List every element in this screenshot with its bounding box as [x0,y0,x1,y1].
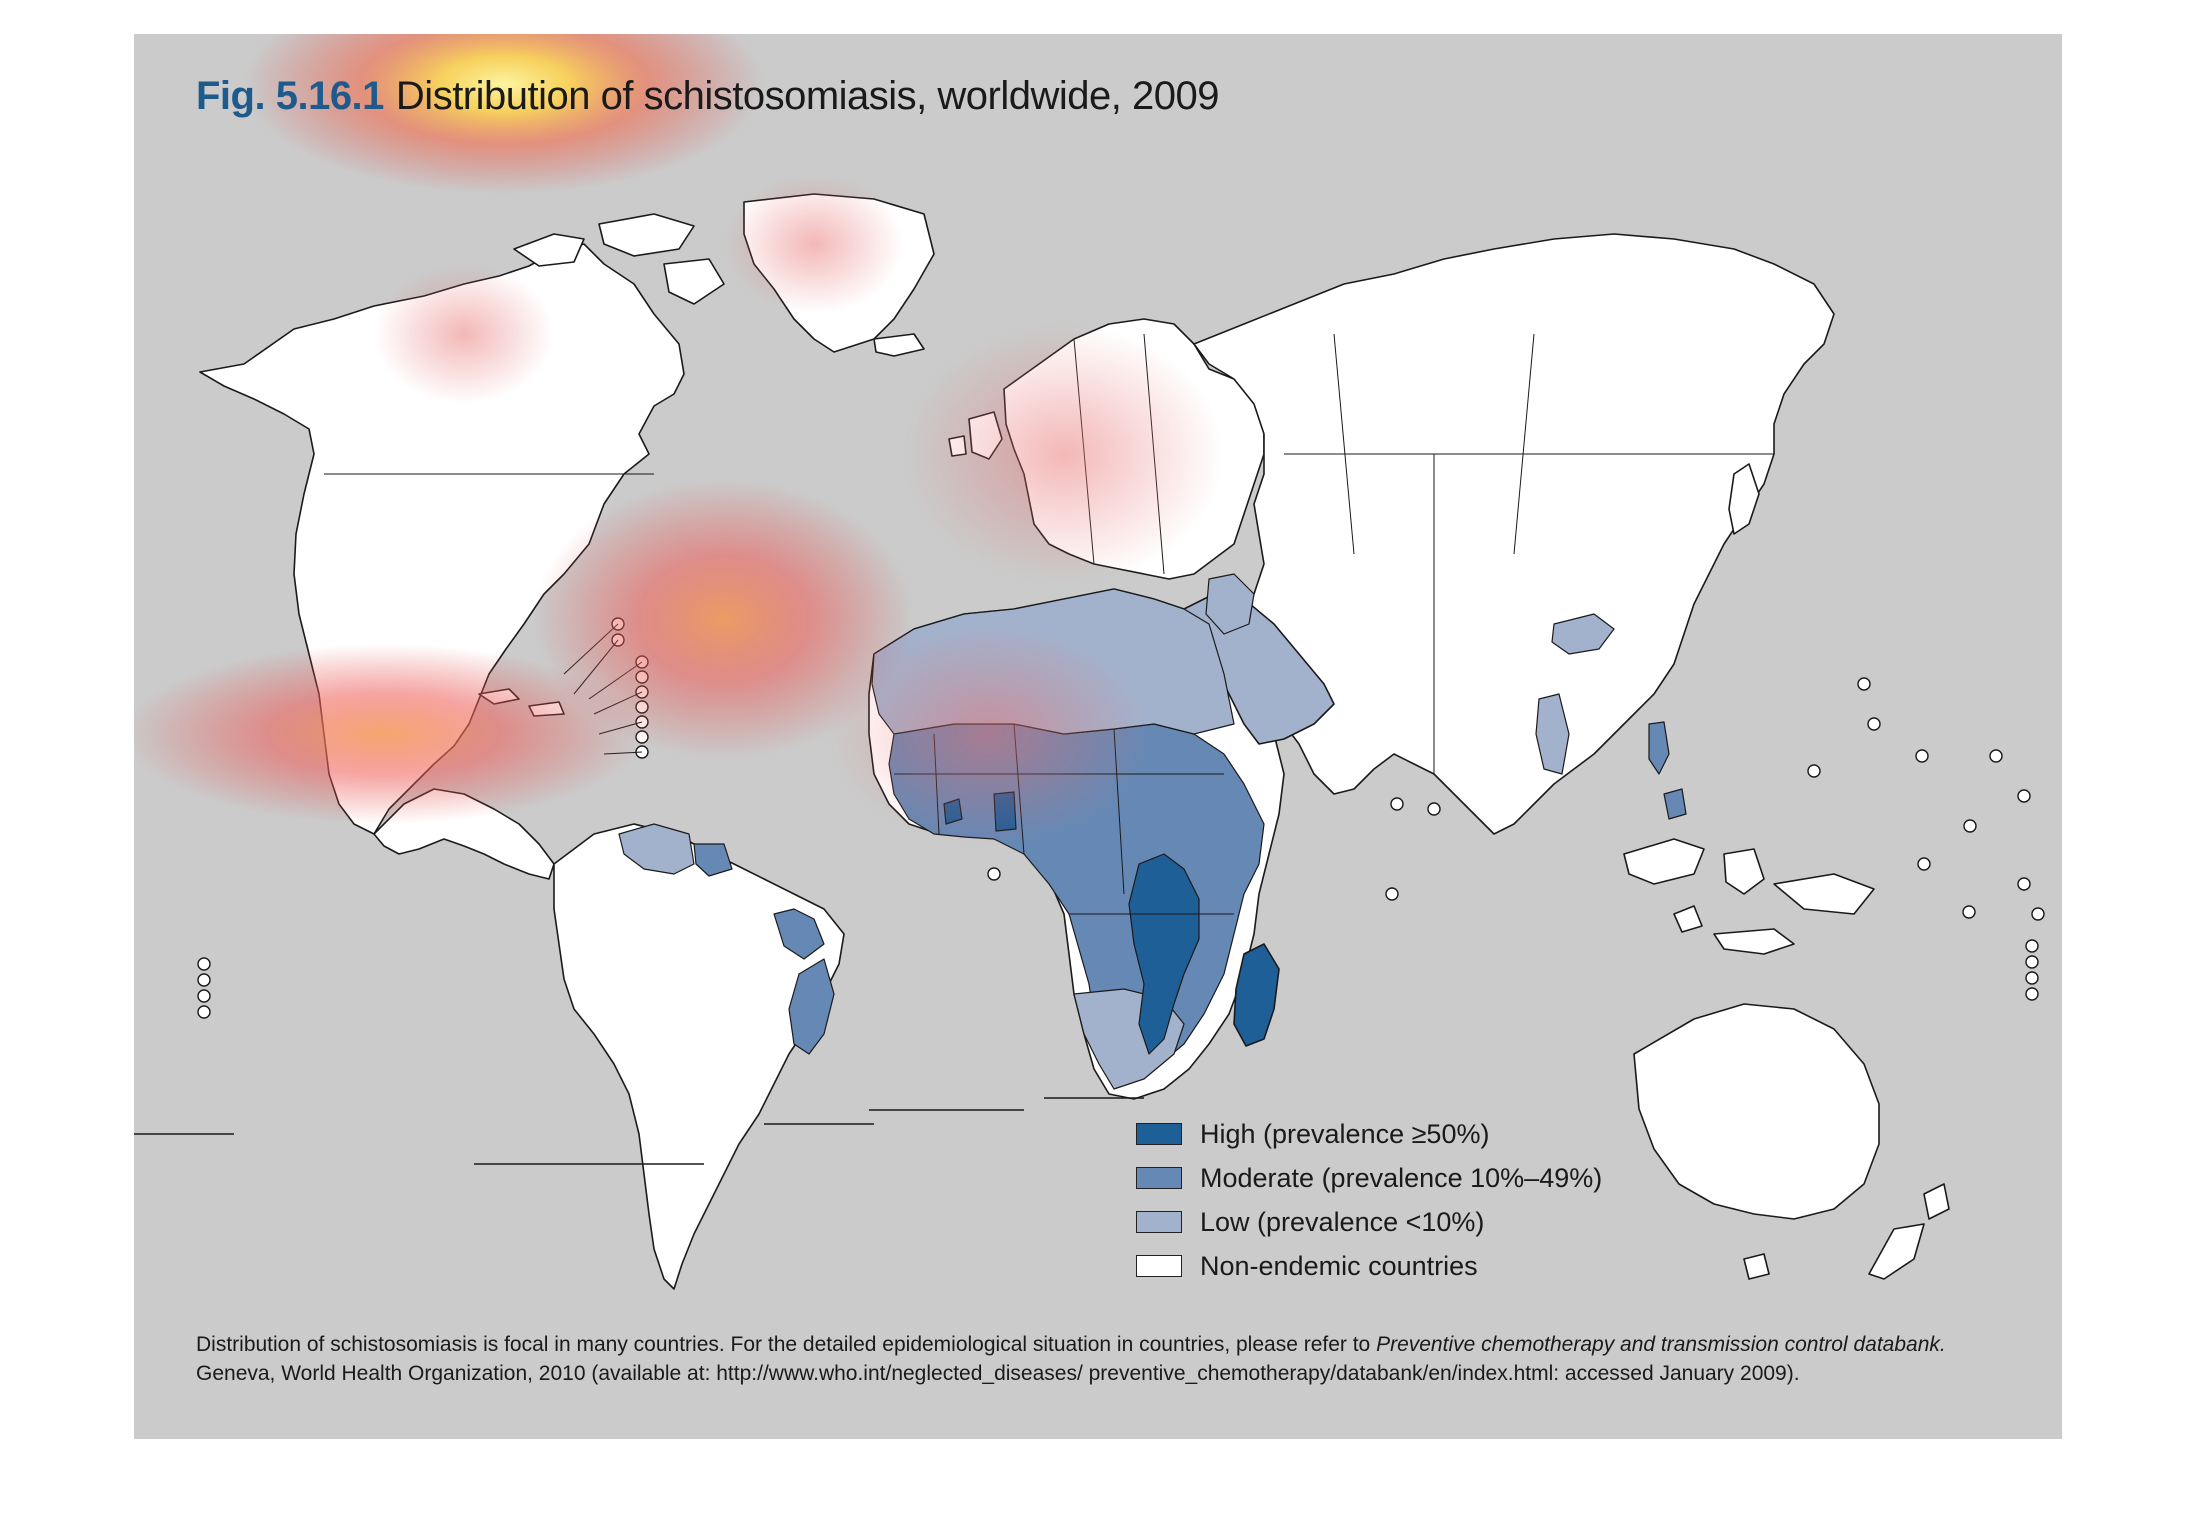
region-north-africa-low [871,588,1235,735]
footnote-line2: Geneva, World Health Organization, 2010 … [196,1362,1800,1385]
figure-number: Fig. 5.16.1 [196,74,384,118]
north-america [199,243,685,835]
greenland [743,193,935,353]
figure-footnote: Distribution of schistosomiasis is focal… [196,1330,2016,1388]
legend-label-non-endemic: Non-endemic countries [1200,1250,1478,1281]
region-west-africa-high [943,798,963,825]
region-china-low [1551,613,1615,655]
australia [1633,1003,1880,1220]
figure-title-text: Distribution of schistosomiasis, worldwi… [395,74,1220,118]
asia [1193,233,1835,835]
region-brazil-coast-moderate [788,958,835,1055]
footnote-databank-title: Preventive chemotherapy and transmission… [1376,1333,1946,1356]
map-legend: High (prevalence ≥50%) Moderate (prevale… [1136,1112,1602,1288]
region-brazil-east-moderate [773,908,825,960]
legend-item-high: High (prevalence ≥50%) [1136,1112,1602,1156]
legend-item-moderate: Moderate (prevalence 10%–49%) [1136,1156,1602,1200]
footnote-line1: Distribution of schistosomiasis is focal… [196,1333,1377,1356]
figure-title: Fig. 5.16.1 Distribution of schistosomias… [196,74,1219,119]
figure-panel: Fig. 5.16.1 Distribution of schistosomias… [134,34,2062,1439]
region-suriname-moderate [693,843,733,877]
legend-label-moderate: Moderate (prevalence 10%–49%) [1200,1162,1603,1193]
legend-label-high: High (prevalence ≥50%) [1200,1118,1490,1149]
region-ghana-high [993,791,1017,832]
legend-swatch-low [1136,1211,1182,1233]
legend-swatch-non-endemic [1136,1255,1182,1277]
legend-item-non-endemic: Non-endemic countries [1136,1244,1602,1288]
region-mindanao-moderate [1663,788,1687,820]
world-map [134,193,2045,1290]
region-east-africa-high [1128,853,1200,1055]
region-venezuela-low [618,823,695,875]
madagascar [1233,943,1280,1047]
legend-swatch-high [1136,1123,1182,1145]
legend-item-low: Low (prevalence <10%) [1136,1200,1602,1244]
central-america [373,788,555,880]
south-america [553,823,845,1290]
legend-swatch-moderate [1136,1167,1182,1189]
region-middle-east-low [1205,573,1255,635]
region-philippines-moderate [1648,721,1670,775]
legend-label-low: Low (prevalence <10%) [1200,1206,1485,1237]
region-laos-cambodia-low [1535,693,1570,775]
